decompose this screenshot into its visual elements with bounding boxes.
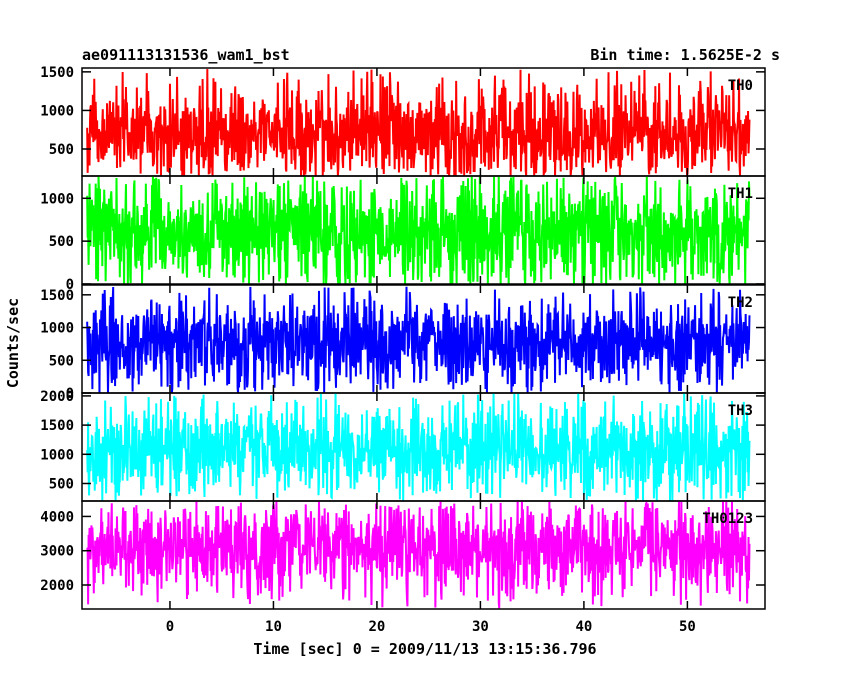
- panel-label-th2: TH2: [728, 295, 753, 311]
- y-tick-label: 0: [66, 277, 74, 293]
- y-tick-label: 500: [49, 142, 74, 158]
- panels-group: 500 1000 1500 TH0 0 500 1000 TH1 0 500 1000 1500 TH2…: [40, 65, 766, 610]
- y-tick-label: 1500: [40, 288, 74, 304]
- x-tick-label: 40: [575, 619, 592, 635]
- y-tick-label: 3000: [40, 544, 74, 560]
- panel-label-th1: TH1: [728, 186, 753, 202]
- panel-label-th0123: TH0123: [702, 511, 753, 527]
- x-axis-title: Time [sec] 0 = 2009/11/13 13:15:36.796: [253, 640, 596, 658]
- panel-th0: 500 1000 1500 TH0: [40, 65, 766, 177]
- x-tick-label: 20: [369, 619, 386, 635]
- y-tick-label: 500: [49, 353, 74, 369]
- series-line-th3: [86, 393, 751, 501]
- y-tick-label: 1000: [40, 103, 74, 119]
- y-tick-label: 1000: [40, 321, 74, 337]
- panel-th1: 0 500 1000 TH1: [40, 175, 766, 293]
- x-tick-label: 0: [166, 619, 174, 635]
- panel-label-th0: TH0: [728, 78, 753, 94]
- x-tick-label: 30: [472, 619, 489, 635]
- y-tick-label: 500: [49, 234, 74, 250]
- y-tick-label: 0: [66, 386, 74, 402]
- y-tick-label: 500: [49, 476, 74, 492]
- series-line-th0: [86, 69, 751, 176]
- y-tick-label: 1500: [40, 65, 74, 81]
- panel-frame: [81, 175, 766, 285]
- x-tick-label: 50: [679, 619, 696, 635]
- series-line-th2: [86, 286, 751, 393]
- y-tick-label: 4000: [40, 509, 74, 525]
- panel-label-th3: TH3: [728, 403, 753, 419]
- x-tick-label: 10: [265, 619, 282, 635]
- y-tick-label: 2000: [40, 389, 74, 405]
- panel-th2: 0 500 1000 1500 TH2: [40, 284, 766, 402]
- panel-th3: 500 1000 1500 2000 TH3: [40, 389, 766, 502]
- chart-title: ae091113131536_wam1_bst: [82, 46, 290, 64]
- y-axis-title: Counts/sec: [4, 298, 22, 388]
- y-tick-label: 1000: [40, 447, 74, 463]
- y-tick-label: 1000: [40, 191, 74, 207]
- bin-time-label: Bin time: 1.5625E-2 s: [590, 46, 780, 64]
- y-tick-label: 2000: [40, 578, 74, 594]
- y-tick-label: 1500: [40, 418, 74, 434]
- series-line-th0123: [86, 501, 751, 609]
- panel-frame: [81, 500, 766, 610]
- x-axis: 0 10 20 30 40 50: [166, 619, 696, 635]
- panel-th0123: 2000 3000 4000 TH0123: [40, 500, 766, 610]
- series-line-th1: [86, 176, 751, 284]
